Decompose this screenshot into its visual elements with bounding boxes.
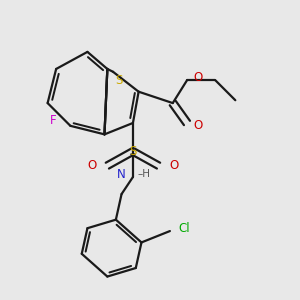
Text: F: F xyxy=(50,114,57,127)
Text: S: S xyxy=(115,74,122,87)
Text: O: O xyxy=(169,159,179,172)
Text: S: S xyxy=(129,145,137,158)
Text: –H: –H xyxy=(138,169,151,179)
Text: N: N xyxy=(117,168,126,181)
Text: O: O xyxy=(194,119,203,132)
Text: Cl: Cl xyxy=(178,222,190,235)
Text: O: O xyxy=(194,71,203,84)
Text: O: O xyxy=(87,159,96,172)
